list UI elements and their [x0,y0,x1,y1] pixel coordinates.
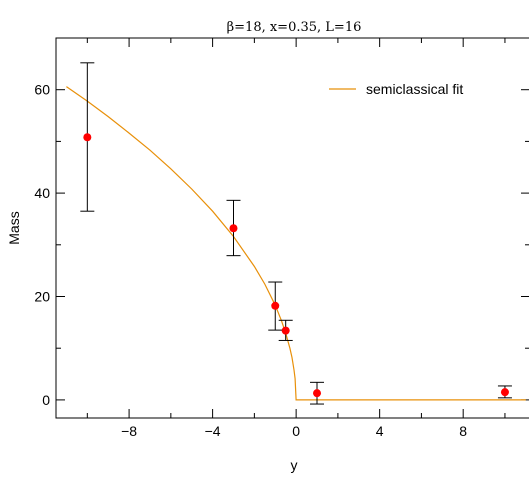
x-tick-label: 4 [376,423,384,439]
plot-frame [55,37,529,419]
fit-line [66,86,526,401]
data-point [229,224,238,233]
data-point [500,388,509,397]
x-tick-label: 8 [459,423,467,439]
data-point [281,326,290,335]
chart-title: β=18, x=0.35, L=16 [227,20,362,35]
y-tick-label: 20 [34,289,50,305]
y-tick-label: 60 [34,82,50,98]
data-point [313,389,322,398]
legend: semiclassical fit [329,81,463,97]
legend-label: semiclassical fit [366,81,463,97]
y-tick-label: 40 [34,185,50,201]
data-point [83,133,92,142]
x-tick-label: −8 [121,423,137,439]
series-layer [66,62,526,405]
x-tick-label: −4 [205,423,221,439]
x-axis-label: y [291,457,298,473]
data-point [271,301,280,310]
ticks-layer: −8 −4 0 4 8 0 20 40 60 [34,38,529,439]
y-tick-label: 0 [42,392,50,408]
y-axis-label: Mass [6,211,22,244]
x-tick-label: 0 [292,423,300,439]
